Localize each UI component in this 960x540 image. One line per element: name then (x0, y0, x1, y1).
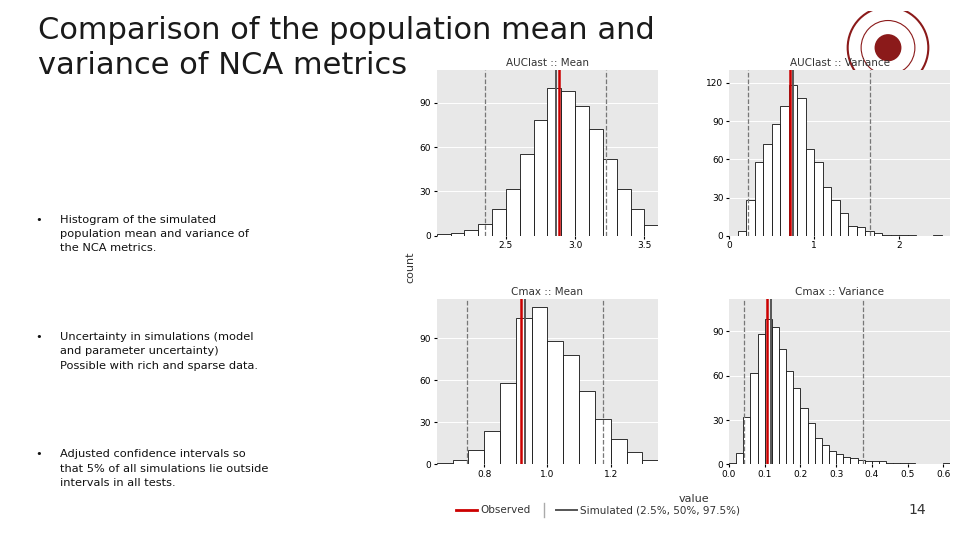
Text: Simulated (2.5%, 50%, 97.5%): Simulated (2.5%, 50%, 97.5%) (580, 505, 740, 515)
Text: Comparison of the population mean and
variance of NCA metrics: Comparison of the population mean and va… (38, 16, 655, 80)
Bar (450, 233, 465, 236)
Bar (627, 452, 642, 464)
Bar (465, 230, 478, 236)
Bar (729, 463, 736, 464)
Bar (849, 226, 856, 236)
Text: •: • (36, 214, 42, 225)
Bar (793, 388, 801, 464)
Bar (882, 234, 891, 236)
Bar (814, 162, 823, 236)
Bar (631, 209, 644, 236)
Bar (851, 458, 857, 464)
Bar (865, 231, 874, 236)
Title: Cmax :: Mean: Cmax :: Mean (512, 287, 584, 296)
Bar (807, 423, 815, 464)
Bar (874, 233, 882, 236)
Bar (865, 462, 872, 464)
Bar (780, 106, 788, 236)
Bar (751, 373, 757, 464)
Bar (879, 462, 886, 464)
Title: Cmax :: Variance: Cmax :: Variance (795, 287, 884, 296)
Bar (786, 371, 793, 464)
Bar (872, 462, 879, 464)
Bar (737, 231, 746, 236)
Bar (532, 307, 547, 464)
Text: count: count (406, 252, 416, 283)
Bar (595, 420, 611, 464)
Bar (933, 234, 942, 236)
Bar (840, 213, 849, 236)
Bar (468, 450, 484, 464)
Bar (484, 431, 500, 464)
Bar (644, 226, 659, 236)
Bar (886, 463, 893, 464)
Bar (900, 234, 908, 236)
Bar (772, 124, 780, 236)
Text: Observed: Observed (480, 505, 530, 515)
Bar (611, 439, 627, 464)
Bar (763, 144, 772, 236)
Bar (579, 392, 595, 464)
Bar (437, 234, 450, 236)
Bar (836, 454, 843, 464)
Bar (547, 341, 564, 464)
Title: AUClast :: Mean: AUClast :: Mean (506, 58, 589, 68)
Bar (908, 234, 917, 236)
Bar (746, 200, 755, 236)
Bar (801, 408, 807, 464)
Circle shape (875, 34, 901, 62)
Bar (492, 209, 506, 236)
Bar (534, 120, 547, 236)
Bar (547, 88, 562, 236)
Bar (779, 349, 786, 464)
Bar (736, 453, 743, 464)
Bar (829, 451, 836, 464)
Text: value: value (679, 494, 708, 504)
Title: AUClast :: Variance: AUClast :: Variance (790, 58, 890, 68)
Bar (755, 162, 763, 236)
Bar (788, 85, 797, 236)
Bar (575, 106, 589, 236)
Bar (856, 227, 865, 236)
Bar (506, 188, 519, 236)
Bar (516, 319, 532, 464)
Bar (805, 149, 814, 236)
Text: •: • (36, 449, 42, 460)
Bar (823, 187, 831, 236)
Bar (743, 417, 751, 464)
Bar (589, 130, 603, 236)
Bar (603, 159, 616, 236)
Bar (907, 463, 915, 464)
Bar (437, 463, 452, 464)
Bar (757, 334, 765, 464)
Bar (900, 463, 907, 464)
Text: Adjusted confidence intervals so
that 5% of all simulations lie outside
interval: Adjusted confidence intervals so that 5%… (60, 449, 268, 488)
Bar (452, 460, 468, 464)
Text: Uncertainty in simulations (model
and parameter uncertainty)
Possible with rich : Uncertainty in simulations (model and pa… (60, 332, 257, 371)
Bar (843, 457, 851, 464)
Text: 14: 14 (909, 503, 926, 517)
Bar (562, 91, 575, 236)
Bar (815, 438, 822, 464)
Bar (831, 200, 840, 236)
Bar (616, 188, 631, 236)
Text: UPPSALA
UNIVERSITET: UPPSALA UNIVERSITET (870, 85, 906, 96)
Bar (564, 355, 579, 464)
Bar (857, 460, 865, 464)
Bar (642, 460, 659, 464)
Bar (944, 463, 950, 464)
Text: •: • (36, 332, 42, 342)
Bar (822, 445, 829, 464)
Bar (765, 320, 772, 464)
Bar (500, 383, 516, 464)
Bar (797, 98, 805, 236)
Bar (478, 224, 492, 236)
Bar (772, 327, 779, 464)
Bar (519, 154, 534, 236)
Text: Histogram of the simulated
population mean and variance of
the NCA metrics.: Histogram of the simulated population me… (60, 214, 249, 253)
Bar (891, 234, 900, 236)
Bar (893, 463, 900, 464)
